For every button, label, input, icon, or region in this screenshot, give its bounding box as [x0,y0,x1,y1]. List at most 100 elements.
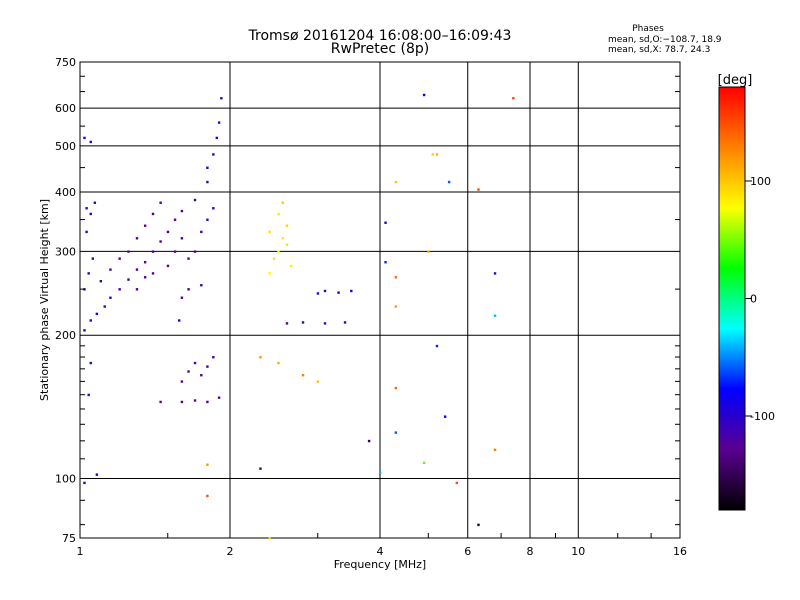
x-tick-label: 8 [527,545,534,558]
data-point [206,180,209,184]
data-point [206,463,209,466]
y-tick-label: 200 [55,329,76,342]
data-point [159,240,162,243]
data-point [180,237,184,240]
data-point [316,380,320,383]
y-tick-label: 75 [62,532,76,545]
data-point [447,180,451,184]
y-axis-ticks: 75 100 200 300 400 500 600 750 [55,56,680,545]
data-point [83,329,86,332]
data-point [83,481,86,485]
data-point [215,136,219,140]
data-point [166,230,170,234]
data-point [493,448,497,452]
data-point [159,201,162,204]
phase-note-o: mean, sd,O:−108.7, 18.9 [608,35,722,45]
colorbar-tick-label: 100 [750,175,771,188]
data-point [87,272,90,275]
data-point [212,153,215,156]
data-point [89,361,92,365]
data-point [99,280,103,283]
data-point [268,272,271,275]
data-point [343,321,347,324]
plot-area: 1 2 4 6 8 10 16 75 100 200 300 400 500 600 750 [55,56,687,558]
data-point [268,230,271,234]
data-point [281,201,284,204]
data-point [187,288,190,291]
data-point [89,140,92,144]
data-point [83,136,86,140]
data-point [285,224,289,227]
phase-note-x: mean, sd,X: 78.7, 24.3 [608,45,710,55]
data-point [427,250,430,253]
data-point [159,400,162,404]
data-point [277,212,280,216]
data-point [193,198,197,202]
data-point [87,393,90,397]
data-point [206,494,209,498]
data-point [91,257,95,260]
colorbar-ticks: 100 0 -100 [745,175,775,423]
data-point [394,386,398,390]
data-point [206,166,209,169]
data-point [135,268,139,271]
colorbar-label: [deg] [718,73,753,88]
data-point [422,461,426,465]
x-tick-label: 10 [571,545,585,558]
data-point [301,321,305,324]
data-point [289,264,293,268]
data-point [384,221,387,224]
data-point [217,121,221,124]
x-tick-label: 1 [77,545,84,558]
data-point [109,268,112,271]
data-point [394,305,398,308]
grid-lines [80,62,680,538]
data-point [118,288,121,291]
colorbar-tick-label: 0 [750,293,757,306]
data-point [285,322,289,325]
data-point [455,481,459,485]
x-axis-ticks: 1 2 4 6 8 10 16 [77,533,687,558]
data-point [212,356,215,359]
data-point [435,344,439,348]
data-point [173,250,177,253]
chart-subtitle: RwPretec (8p) [331,41,429,57]
data-point [95,473,99,476]
y-tick-label: 600 [55,102,76,115]
y-tick-label: 750 [55,56,76,69]
data-point [316,292,320,295]
data-point [220,97,223,100]
data-point [200,230,203,234]
y-tick-label: 500 [55,140,76,153]
data-point [143,276,147,279]
data-points [83,93,515,540]
data-point [180,296,184,299]
x-axis-label: Frequency [MHz] [334,558,426,571]
y-tick-label: 300 [55,245,76,258]
data-point [206,218,209,221]
data-point [272,257,276,260]
data-point [135,237,139,240]
data-point [217,396,221,399]
data-point [166,264,170,268]
phase-note-title: Phases [632,24,664,34]
data-point [323,322,327,325]
data-point [277,361,280,365]
data-point [89,212,92,216]
data-point [394,276,398,279]
x-tick-label: 2 [227,545,234,558]
data-point [89,319,92,322]
colorbar: [deg] 100 0 -100 [718,73,775,511]
colorbar-tick-label: -100 [750,410,775,423]
data-point [323,289,327,293]
data-point [212,207,215,210]
data-point [177,319,181,322]
data-point [127,250,130,253]
data-point [367,439,371,443]
data-point [285,243,289,247]
data-point [512,97,515,100]
data-point [301,374,305,377]
data-point [151,212,155,216]
data-point [143,224,147,227]
data-point [93,201,97,204]
